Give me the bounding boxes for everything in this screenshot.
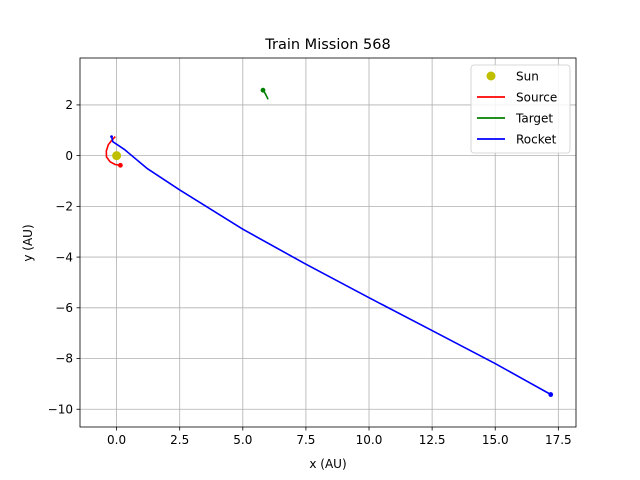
y-tick-label: −2 [55,200,73,214]
legend-box [470,64,571,154]
target-end-marker [260,87,266,93]
x-tick-label: 10.0 [356,433,383,447]
rocket-end-marker [548,392,554,397]
sun-point [112,151,122,161]
y-tick-label: −10 [48,402,73,416]
legend: Sun Source Target Rocket [470,64,571,154]
x-tick-label: 17.5 [545,433,572,447]
x-tick-label: 5.0 [233,433,252,447]
y-tick-label: −4 [55,250,73,264]
rocket-line [110,136,552,396]
x-axis-label: x (AU) [309,457,346,471]
y-tick-label: 0 [65,149,73,163]
legend-rocket-label: Rocket [516,132,557,146]
plot-area: 0.0 2.5 5.0 7.5 10.0 12.5 15.0 17.5 2 0 −2 −4 −6 −8 −1… [48,57,577,447]
x-tick-label: 2.5 [170,433,189,447]
y-tick-label: −6 [55,301,73,315]
y-axis-label: y (AU) [21,224,35,261]
legend-sun-label: Sun [516,69,539,83]
x-tick-label: 15.0 [482,433,509,447]
x-tick-label: 7.5 [296,433,315,447]
axes-frame [79,57,577,428]
source-end-marker [117,162,123,168]
x-tick-label: 12.5 [419,433,446,447]
legend-source-label: Source [516,90,557,104]
x-tick-label: 0.0 [107,433,126,447]
y-tick-label: 2 [65,98,73,112]
source-line [105,136,121,167]
legend-target-label: Target [515,111,553,125]
rocket-start-marker [110,135,113,139]
y-tick-label: −8 [55,352,73,366]
legend-sun-swatch [486,71,496,81]
chart-title: Train Mission 568 [264,37,390,53]
